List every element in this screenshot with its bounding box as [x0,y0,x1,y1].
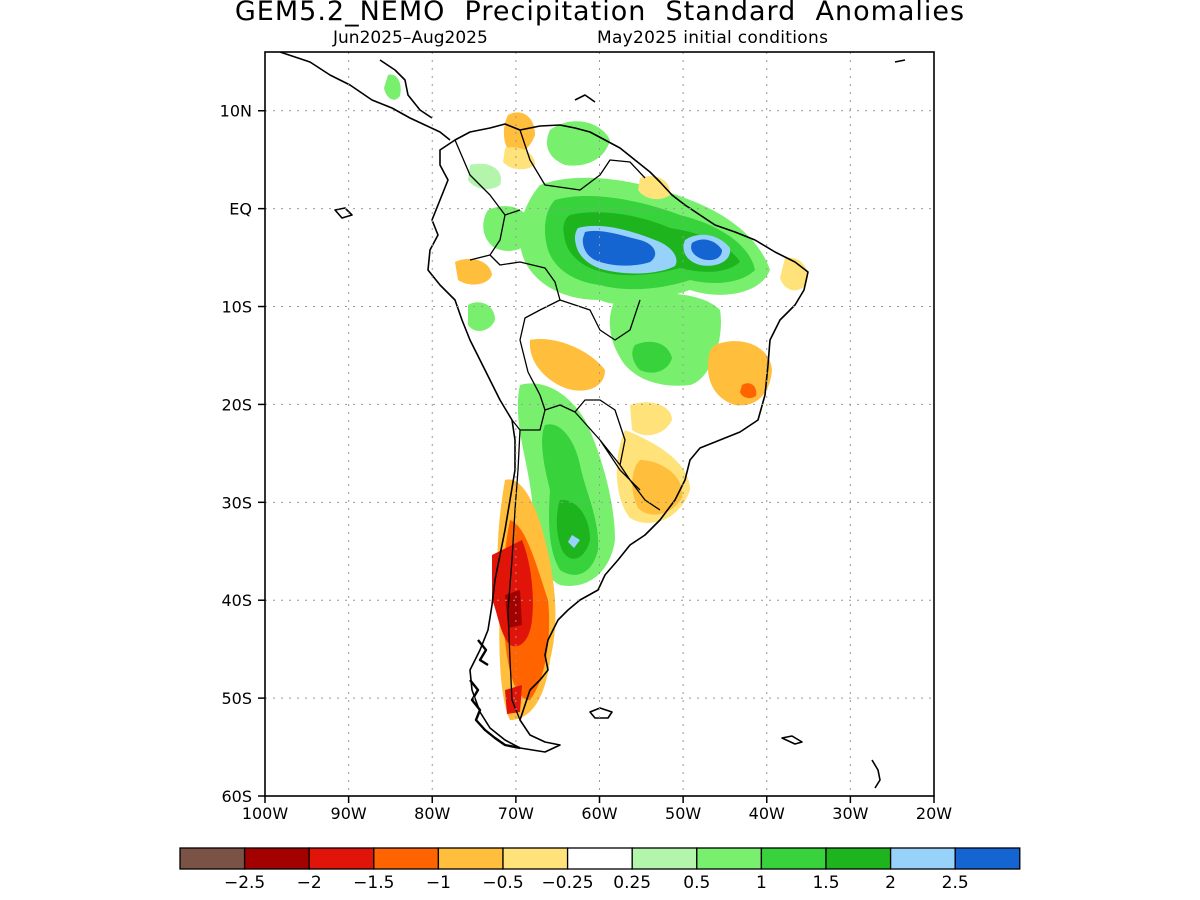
colorbar-label: −2.5 [224,873,265,893]
anomaly-region-para-wet [691,239,722,261]
x-tick-label: 100W [242,804,289,823]
colorbar-label: 1.5 [812,873,839,893]
caribbean-islands [574,94,596,103]
colorbar-swatch [696,847,763,870]
anomaly-region-southbrazil-dry [632,460,683,515]
y-tick-label: 10S [221,298,252,317]
colorbar-label: −2 [297,873,322,893]
colorbar-swatch [179,847,246,870]
south-america-coastline [427,123,809,753]
colorbar-swatch [373,847,440,870]
anomaly-region-argentina-wet [556,499,590,559]
y-tick-label: EQ [229,200,252,219]
anomaly-region-bolivia-dry [529,339,605,391]
anomaly-region-argentina-wet [568,535,580,548]
colorbar-label: 0.25 [613,873,651,893]
colorbar-swatch [243,847,310,870]
colorbar-swatch [437,847,504,870]
coastline-layer [279,52,906,789]
south-georgia [781,735,803,745]
forecast-period: Jun2025–Aug2025 [333,28,488,48]
y-tick-label: 60S [221,787,252,806]
galapagos-islands [334,207,353,219]
colorbar-label: −1.5 [353,873,394,893]
chile-archipelago [477,639,489,667]
anomaly-region-colombia-dry [503,147,535,170]
colorbar-swatch [631,847,698,870]
x-tick-label: 80W [414,804,450,823]
y-tick-label: 20S [221,395,252,414]
colorbar-swatch [954,847,1021,870]
anomaly-region-goias-dry [630,402,672,436]
x-tick-label: 60W [581,804,617,823]
colorbar-swatch [889,847,956,870]
x-tick-label: 70W [498,804,534,823]
caribbean-islands [894,59,906,63]
colorbar-label: −1 [426,873,451,893]
x-tick-label: 40W [749,804,785,823]
colorbar: −2.5 −2 −1.5 −1 −0.5 −0.25 0.25 0.5 1 1.5 2 2.5 [179,847,1021,893]
y-tick-label: 40S [221,591,252,610]
anomaly-field-layer [384,74,808,720]
x-tick-label: 30W [832,804,868,823]
y-tick-label: 30S [221,493,252,512]
colorbar-label: −0.25 [542,873,594,893]
anomaly-region-ne-dry [780,257,808,291]
gridlines [265,52,934,796]
y-tick-label: 50S [221,689,252,708]
anomaly-region-peru-wet [483,206,535,251]
colorbar-swatch [308,847,375,870]
colorbar-label: 0.5 [683,873,710,893]
axis-ticks: 100W 90W 80W 70W 60W 50W 40W 30W 20W 10N EQ 10S 20S 3… [220,102,953,823]
anomaly-region-amazon-wet [582,230,656,266]
colorbar-swatch [566,847,633,870]
anomaly-region-peru-dry [455,258,492,285]
colorbar-swatch [825,847,892,870]
x-tick-label: 50W [665,804,701,823]
central-america-coastline [379,59,433,119]
chart-title: GEM5.2_NEMO Precipitation Standard Anoma… [234,0,966,27]
anomaly-region-venezuela-dry [503,112,535,155]
colorbar-swatch [760,847,827,870]
chile-archipelago [469,679,521,750]
colorbar-swatch [502,847,569,870]
anomaly-region-guiana-wet [546,121,610,166]
colorbar-label: 2 [885,873,896,893]
anomaly-region-centralamerica-wet [384,74,401,100]
anomaly-region-bahia-dry [708,341,772,406]
initial-conditions: May2025 initial conditions [597,28,829,48]
central-america-coastline [279,52,451,141]
colorbar-label: 1 [756,873,767,893]
anomaly-region-matogrosso-wet [609,293,721,386]
y-tick-label: 10N [220,102,252,121]
colorbar-label: 2.5 [942,873,969,893]
anomaly-region-guiana-wet [468,163,501,190]
anomaly-region-bahia-dry [740,383,757,399]
x-tick-label: 20W [916,804,952,823]
country-borders [454,129,661,721]
anomaly-region-patagonia-dry [505,685,522,714]
south-sandwich-islands [871,759,881,789]
x-tick-label: 90W [331,804,367,823]
anomaly-region-peru-wet [468,302,495,332]
falkland-islands [589,707,613,719]
anomaly-region-ne-dry [638,175,671,200]
anomaly-region-matogrosso-wet [632,341,672,373]
colorbar-label: −0.5 [482,873,523,893]
